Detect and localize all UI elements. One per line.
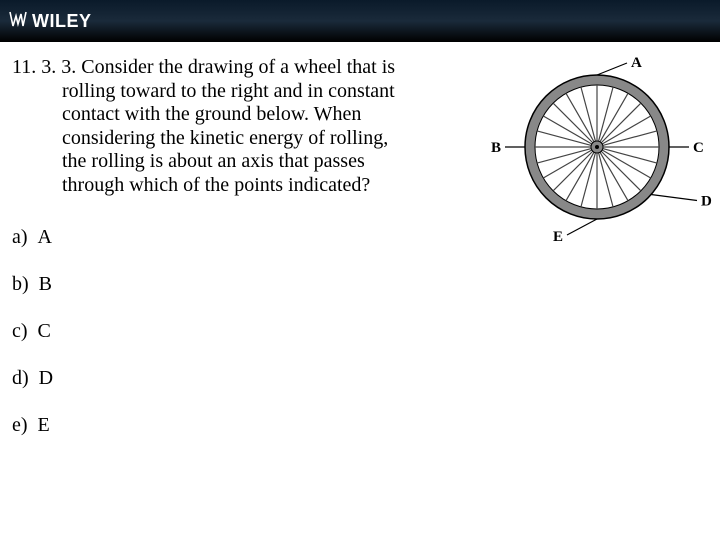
question-line4: considering the kinetic energy of rollin… xyxy=(12,127,462,151)
svg-text:A: A xyxy=(631,55,642,71)
option-a-label: a) xyxy=(12,226,28,248)
option-e-value: E xyxy=(38,414,50,436)
svg-text:D: D xyxy=(701,194,712,210)
wiley-logo-text: WILEY xyxy=(32,11,92,32)
option-c-value: C xyxy=(38,320,51,342)
question-text: 11. 3. 3. Consider the drawing of a whee… xyxy=(12,56,462,198)
option-e-label: e) xyxy=(12,414,28,436)
option-b-value: B xyxy=(39,273,52,295)
wheel-diagram: A B C D E xyxy=(482,52,712,252)
question-number: 11. 3. 3. xyxy=(12,56,76,78)
svg-text:C: C xyxy=(693,140,704,156)
option-e: e) E xyxy=(12,414,708,437)
option-d-value: D xyxy=(39,367,53,389)
svg-text:E: E xyxy=(553,229,563,245)
option-a-value: A xyxy=(38,226,52,248)
question-line6: through which of the points indicated? xyxy=(12,174,462,198)
option-d: d) D xyxy=(12,367,708,390)
question-line1: Consider the drawing of a wheel that is xyxy=(81,56,395,78)
wiley-logo: WILEY xyxy=(8,10,92,33)
slide-content: 11. 3. 3. Consider the drawing of a whee… xyxy=(0,42,720,437)
option-b: b) B xyxy=(12,273,708,296)
publisher-header: WILEY xyxy=(0,0,720,42)
question-line3: contact with the ground below. When xyxy=(12,103,462,127)
question-line2: rolling toward to the right and in const… xyxy=(12,80,462,104)
option-d-label: d) xyxy=(12,367,29,389)
option-b-label: b) xyxy=(12,273,29,295)
answer-options: a) A b) B c) C d) D e) E xyxy=(12,226,708,437)
svg-text:B: B xyxy=(491,140,501,156)
option-c: c) C xyxy=(12,320,708,343)
wiley-logo-mark xyxy=(8,10,28,33)
question-line5: the rolling is about an axis that passes xyxy=(12,150,462,174)
option-c-label: c) xyxy=(12,320,28,342)
